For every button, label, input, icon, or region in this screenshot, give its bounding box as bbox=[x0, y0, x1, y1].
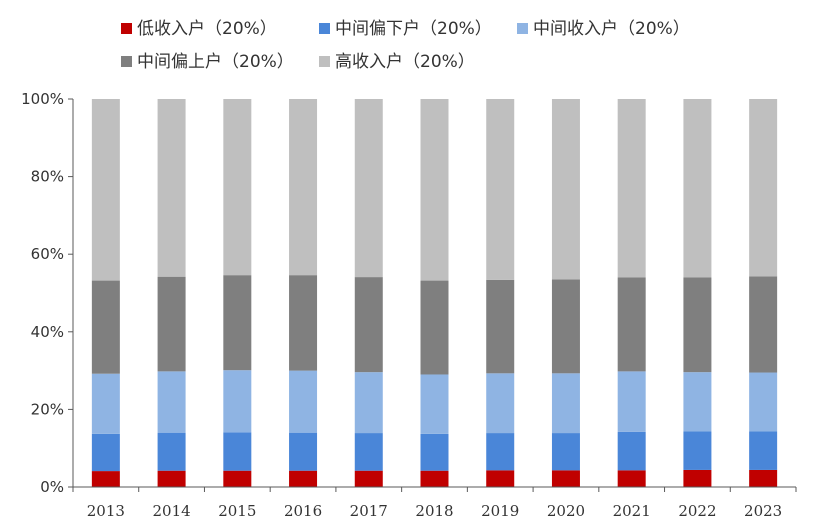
bar-segment-2015-series-0 bbox=[223, 470, 252, 487]
bar-segment-2017-series-3 bbox=[354, 277, 383, 373]
y-tick-label-80: 80% bbox=[31, 168, 64, 186]
legend-swatch-2 bbox=[517, 23, 528, 34]
bar-segment-2015-series-4 bbox=[223, 99, 252, 276]
legend-label-1: 中间偏下户（20%） bbox=[335, 19, 492, 39]
bar-segment-2022-series-3 bbox=[683, 277, 712, 373]
legend-swatch-4 bbox=[319, 56, 330, 67]
bar-segment-2021-series-1 bbox=[617, 431, 646, 471]
bar-segment-2016-series-4 bbox=[289, 99, 318, 276]
bar-segment-2017-series-1 bbox=[354, 433, 383, 471]
bar-segment-2019-series-4 bbox=[486, 99, 515, 280]
bar-segment-2020-series-4 bbox=[551, 99, 580, 280]
y-tick-label-40: 40% bbox=[31, 323, 64, 341]
bar-segment-2014-series-4 bbox=[157, 99, 186, 277]
y-tick-label-100: 100% bbox=[21, 90, 64, 108]
x-tick-label-2015: 2015 bbox=[218, 502, 256, 520]
bar-segment-2015-series-2 bbox=[223, 370, 252, 433]
bar-segment-2023-series-2 bbox=[749, 372, 778, 432]
legend-label-4: 高收入户（20%） bbox=[335, 52, 475, 72]
bar-segment-2015-series-3 bbox=[223, 275, 252, 371]
y-tick-label-0: 0% bbox=[40, 478, 64, 496]
legend-label-2: 中间收入户（20%） bbox=[533, 19, 690, 39]
legend-swatch-1 bbox=[319, 23, 330, 34]
bar-segment-2022-series-1 bbox=[683, 431, 712, 470]
x-tick-label-2013: 2013 bbox=[87, 502, 125, 520]
x-tick-label-2023: 2023 bbox=[744, 502, 782, 520]
bar-segment-2023-series-0 bbox=[749, 469, 778, 487]
bar-segment-2022-series-2 bbox=[683, 372, 712, 432]
bar-segment-2017-series-4 bbox=[354, 99, 383, 278]
x-tick-label-2017: 2017 bbox=[350, 502, 388, 520]
bar-segment-2017-series-2 bbox=[354, 372, 383, 434]
x-tick-label-2018: 2018 bbox=[415, 502, 453, 520]
bar-segment-2022-series-0 bbox=[683, 469, 712, 487]
axes: 0% 20% 40% 60% 80% 100% 2013 2014 2015 2016 2017 20… bbox=[21, 90, 797, 520]
bar-segment-2021-series-4 bbox=[617, 99, 646, 278]
bar-segment-2014-series-1 bbox=[157, 432, 186, 471]
legend-label-3: 中间偏上户（20%） bbox=[137, 52, 294, 72]
bar-segment-2019-series-2 bbox=[486, 373, 515, 434]
bars bbox=[91, 99, 778, 487]
bar-segment-2018-series-0 bbox=[420, 470, 449, 487]
bar-segment-2016-series-0 bbox=[289, 470, 318, 487]
bar-segment-2020-series-2 bbox=[551, 373, 580, 434]
bar-segment-2021-series-3 bbox=[617, 277, 646, 372]
bar-segment-2018-series-4 bbox=[420, 99, 449, 281]
bar-segment-2013-series-1 bbox=[91, 433, 120, 472]
x-tick-label-2020: 2020 bbox=[547, 502, 585, 520]
bar-segment-2013-series-4 bbox=[91, 99, 120, 281]
bar-segment-2017-series-0 bbox=[354, 470, 383, 487]
bar-segment-2014-series-3 bbox=[157, 276, 186, 372]
bar-segment-2013-series-0 bbox=[91, 471, 120, 487]
bar-segment-2015-series-1 bbox=[223, 432, 252, 471]
bar-segment-2022-series-4 bbox=[683, 99, 712, 278]
bar-segment-2013-series-3 bbox=[91, 280, 120, 374]
bar-segment-2018-series-3 bbox=[420, 280, 449, 375]
bar-segment-2023-series-1 bbox=[749, 431, 778, 470]
bar-segment-2014-series-2 bbox=[157, 371, 186, 433]
bar-segment-2016-series-1 bbox=[289, 432, 318, 471]
legend: 低收入户（20%） 中间偏下户（20%） 中间收入户（20%） 中间偏上户（20%） 高… bbox=[121, 19, 690, 72]
bar-segment-2023-series-4 bbox=[749, 99, 778, 277]
bar-segment-2023-series-3 bbox=[749, 276, 778, 373]
bar-segment-2021-series-2 bbox=[617, 371, 646, 432]
bar-segment-2019-series-0 bbox=[486, 470, 515, 487]
bar-segment-2013-series-2 bbox=[91, 373, 120, 434]
bar-segment-2020-series-0 bbox=[551, 470, 580, 487]
x-tick-label-2014: 2014 bbox=[152, 502, 190, 520]
bar-segment-2016-series-3 bbox=[289, 275, 318, 371]
x-tick-label-2016: 2016 bbox=[284, 502, 322, 520]
y-tick-label-60: 60% bbox=[31, 245, 64, 263]
bar-segment-2018-series-1 bbox=[420, 433, 449, 471]
bar-segment-2020-series-1 bbox=[551, 433, 580, 471]
bar-segment-2021-series-0 bbox=[617, 470, 646, 487]
x-tick-label-2021: 2021 bbox=[613, 502, 651, 520]
legend-swatch-3 bbox=[121, 56, 132, 67]
bar-segment-2014-series-0 bbox=[157, 470, 186, 487]
legend-swatch-0 bbox=[121, 23, 132, 34]
y-tick-label-20: 20% bbox=[31, 400, 64, 418]
x-tick-label-2022: 2022 bbox=[678, 502, 716, 520]
bar-segment-2016-series-2 bbox=[289, 370, 318, 433]
x-tick-label-2019: 2019 bbox=[481, 502, 519, 520]
legend-label-0: 低收入户（20%） bbox=[137, 19, 277, 39]
bar-segment-2020-series-3 bbox=[551, 279, 580, 374]
bar-segment-2019-series-1 bbox=[486, 433, 515, 471]
bar-segment-2018-series-2 bbox=[420, 374, 449, 434]
bar-segment-2019-series-3 bbox=[486, 279, 515, 374]
